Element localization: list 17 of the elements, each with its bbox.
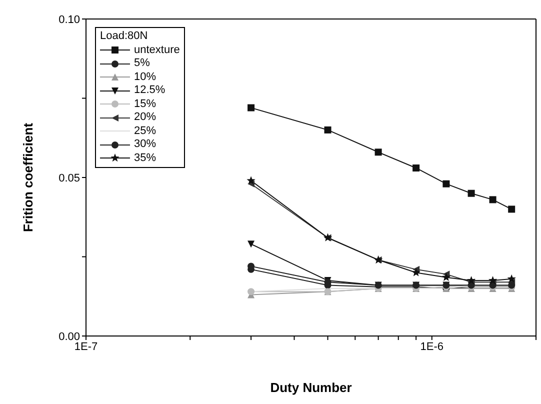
- legend-label: 10%: [134, 70, 156, 84]
- x-tick-label: 1E-6: [420, 340, 444, 353]
- y-tick-label: 0.05: [58, 172, 80, 184]
- legend-label: 30%: [134, 138, 156, 152]
- x-tick-label: 1E-7: [74, 340, 98, 353]
- legend-label: untexture: [134, 44, 180, 57]
- y-axis-title: Frition coefficient: [20, 122, 36, 232]
- legend-label: 5%: [134, 57, 150, 70]
- y-tick-label: 0.10: [58, 14, 80, 26]
- y-tick-label: 0.00: [58, 330, 80, 343]
- legend-label: 35%: [134, 152, 156, 165]
- legend-label: 25%: [134, 124, 156, 138]
- legend-label: 12.5%: [134, 84, 166, 98]
- legend-label: 20%: [134, 111, 156, 124]
- x-axis-title: Duty Number: [270, 380, 352, 395]
- legend-label: 15%: [134, 98, 156, 111]
- legend-title: Load:80N: [100, 30, 149, 44]
